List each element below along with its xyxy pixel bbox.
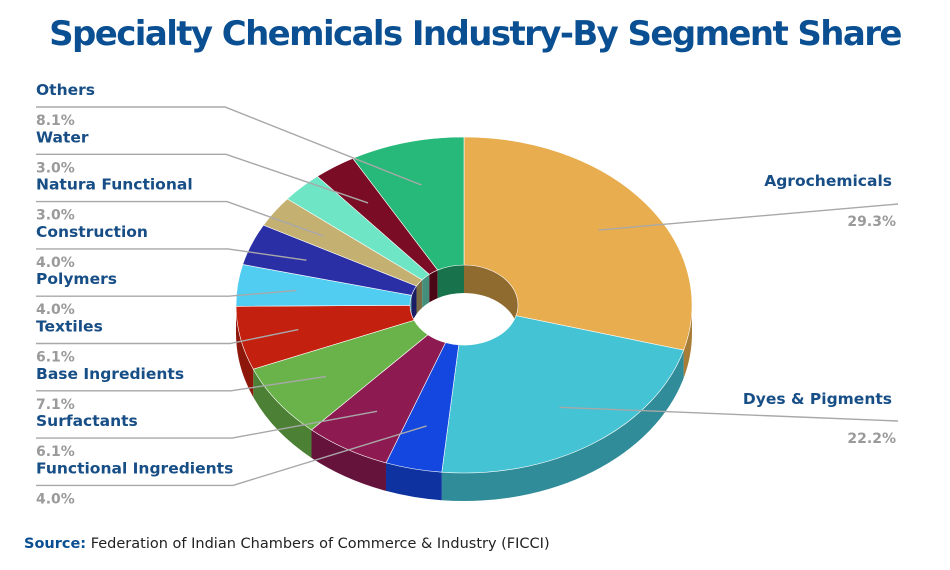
slice-label-value-left-2: 3.0%	[36, 208, 75, 224]
slice-label-name-left-3: Construction	[36, 223, 148, 241]
slice-label-name-left-7: Surfactants	[36, 412, 138, 430]
slice-inner-wall-7-1	[411, 285, 417, 324]
slice-label-name-left-2: Natura Functional	[36, 176, 193, 194]
slice-label-value-left-0: 8.1%	[36, 113, 75, 129]
slice-side-3	[311, 429, 387, 491]
slice-label-value-0: 29.3%	[847, 214, 896, 230]
slice-side-1	[441, 350, 684, 501]
slice-inner-wall-11-1	[437, 265, 464, 299]
leader-line-left-5	[36, 328, 299, 345]
slice-side-2	[386, 462, 442, 501]
slice-label-value-left-5: 6.1%	[36, 350, 75, 366]
leader-line-left-4	[36, 289, 297, 297]
slice-label-value-left-8: 4.0%	[36, 491, 75, 507]
slice-label-value-left-7: 6.1%	[36, 444, 75, 460]
slice-0	[463, 136, 693, 351]
slice-inner-wall-9-1	[422, 274, 430, 308]
slice-label-name-left-5: Textiles	[36, 318, 103, 336]
slice-label-name-left-0: Others	[36, 81, 95, 99]
source-label: Source:	[24, 536, 87, 552]
slice-4	[252, 319, 429, 431]
leader-line-left-2	[36, 200, 324, 237]
slice-label-name-left-6: Base Ingredients	[36, 365, 184, 383]
slice-11	[352, 136, 465, 271]
slice-label-name-0: Agrochemicals	[764, 172, 892, 190]
donut-slices	[235, 136, 693, 501]
leader-line-left-1	[36, 153, 369, 204]
slice-label-value-left-6: 7.1%	[36, 397, 75, 413]
leader-line-left-0	[36, 106, 422, 186]
slice-1	[441, 315, 685, 474]
slice-label-value-left-4: 4.0%	[36, 302, 75, 318]
slice-label-name-left-1: Water	[36, 128, 89, 146]
leader-line-1	[559, 406, 899, 422]
leader-line-left-7	[36, 410, 378, 439]
slice-labels: Agrochemicals 29.3% Dyes & Pigments 22.2% Ot…	[36, 81, 899, 507]
slice-label-value-left-1: 3.0%	[36, 160, 75, 176]
slice-label-name-left-4: Polymers	[36, 270, 117, 288]
chart-title: Specialty Chemicals Industry-By Segment …	[49, 14, 902, 54]
slice-inner-wall-0-0	[464, 265, 518, 333]
leader-line-left-3	[36, 248, 307, 261]
slice-inner-wall-8-1	[416, 279, 423, 314]
slice-label-value-1: 22.2%	[847, 431, 896, 447]
source-text: Federation of Indian Chambers of Commerc…	[90, 536, 550, 552]
slice-inner-wall-10-1	[429, 270, 438, 303]
leader-line-left-8	[36, 425, 427, 487]
slice-side-4	[253, 369, 312, 458]
slice-label-name-1: Dyes & Pigments	[743, 390, 892, 408]
source-note: Source: Federation of Indian Chambers of…	[24, 536, 550, 552]
leader-line-left-6	[36, 375, 327, 392]
slice-label-value-left-3: 4.0%	[36, 255, 75, 271]
slice-side-5	[236, 306, 254, 398]
leader-line-0	[598, 203, 899, 231]
slice-side-0	[683, 305, 692, 379]
donut-chart: Agrochemicals 29.3% Dyes & Pigments 22.2% Ot…	[36, 81, 899, 507]
slice-label-name-left-8: Functional Ingredients	[36, 459, 233, 477]
